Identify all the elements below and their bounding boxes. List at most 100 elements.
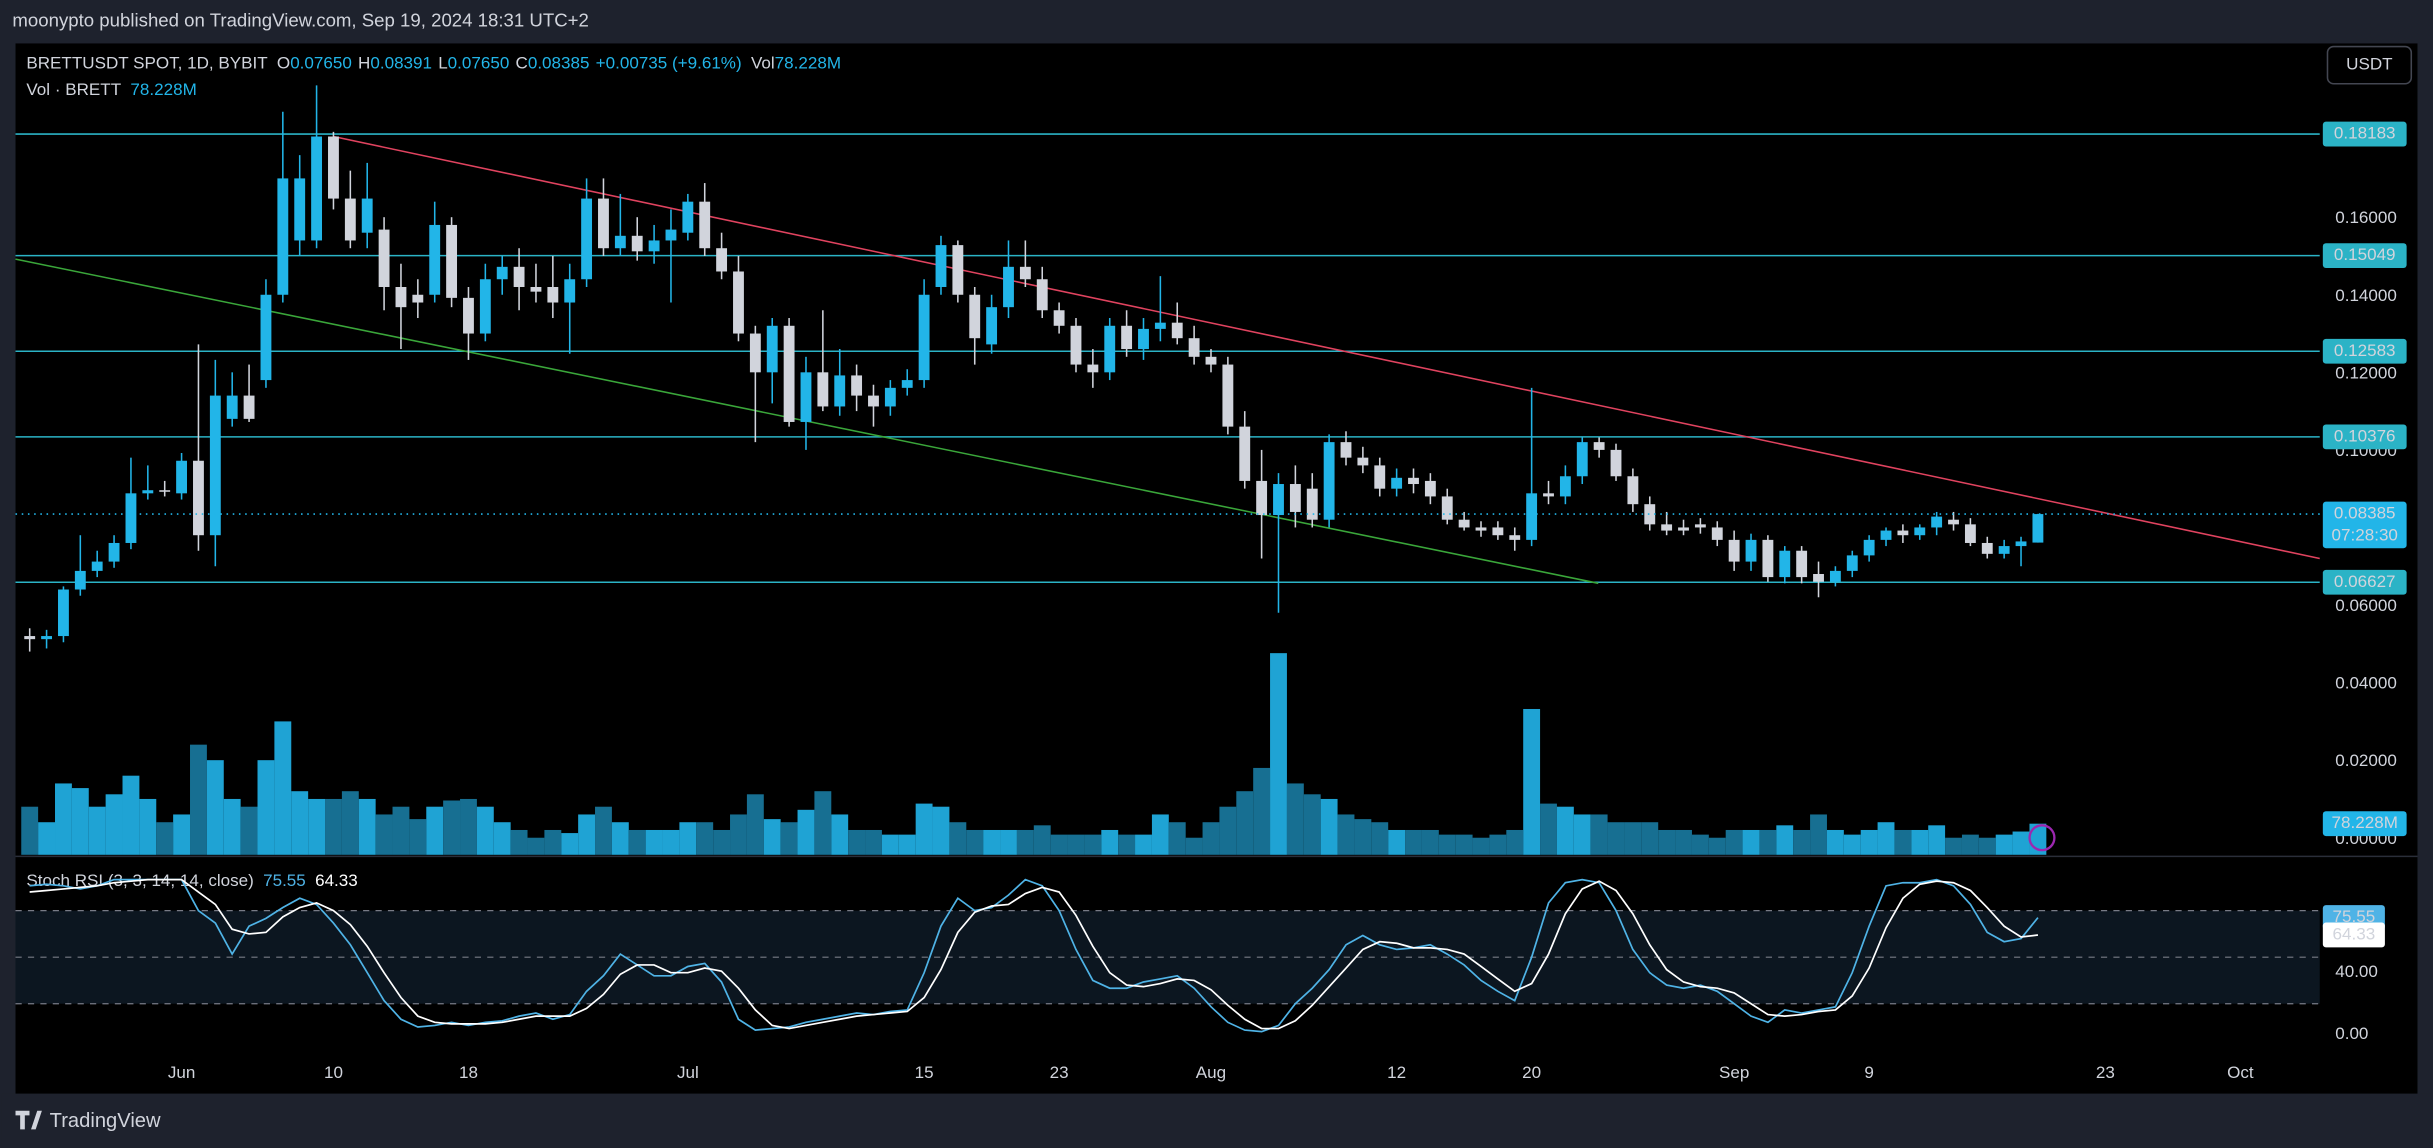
volume-bar	[2012, 831, 2030, 855]
candle-body	[24, 636, 36, 640]
volume-bar	[544, 829, 562, 855]
volume-bar	[1911, 829, 1929, 855]
candle-body	[699, 201, 711, 249]
candle-body	[226, 395, 238, 419]
symbol: BRETTUSDT SPOT, 1D, BYBIT	[26, 53, 268, 72]
legend-value: 0.08391	[370, 53, 432, 72]
legend-key: O	[277, 53, 290, 72]
volume-bar	[1556, 806, 1574, 855]
candle-body	[1408, 477, 1419, 485]
volume-bar	[426, 806, 444, 855]
level-label-box	[2322, 243, 2407, 269]
level-label: 0.18183	[2334, 124, 2396, 143]
candle-body	[1863, 539, 1875, 556]
volume-bar	[1928, 825, 1946, 855]
volume-bar	[1691, 834, 1709, 855]
candle-body	[868, 395, 879, 407]
candle-body	[91, 561, 103, 571]
candle-body	[1273, 484, 1284, 516]
countdown-label: 07:28:30	[2332, 525, 2398, 544]
y-tick-label: 0.02000	[2335, 751, 2397, 770]
candle-body	[530, 287, 542, 292]
volume-bar	[1438, 834, 1456, 855]
currency-label[interactable]: USDT	[2346, 55, 2393, 74]
candle-body	[1897, 530, 1909, 536]
candle-body	[1374, 465, 1386, 489]
volume-bar	[1371, 822, 1389, 855]
volume-bar	[510, 829, 528, 855]
candle-body	[1627, 476, 1639, 505]
candle-body	[1340, 442, 1352, 458]
level-label-box	[2322, 569, 2407, 595]
candle-body	[1948, 519, 1959, 525]
candle-body	[1880, 530, 1892, 540]
candle-body	[1239, 426, 1251, 481]
candle-body	[1644, 504, 1656, 525]
candle-body	[311, 136, 323, 241]
volume-bar	[814, 791, 832, 855]
volume-bar	[763, 819, 781, 855]
volume-bar	[1894, 829, 1912, 855]
candle-body	[1036, 279, 1048, 311]
volume-bar	[730, 814, 747, 855]
volume-bar	[190, 744, 207, 855]
volume-bar	[932, 806, 950, 855]
candle-body	[1678, 527, 1689, 531]
candle-body	[648, 240, 660, 252]
candle-body	[1576, 442, 1588, 477]
x-tick-label: 20	[1522, 1063, 1541, 1082]
candle-body	[209, 395, 221, 536]
volume-bar	[1303, 794, 1321, 855]
volume-bar	[983, 829, 1001, 855]
y-tick-label: 0.00	[2335, 1024, 2368, 1043]
candle-body	[665, 229, 677, 241]
volume-bar	[173, 814, 191, 855]
volume-legend: Vol · BRETT 78.228M	[26, 79, 196, 98]
volume-bar	[1388, 829, 1406, 855]
volume-bar	[476, 806, 494, 855]
candle-body	[1745, 539, 1757, 562]
volume-bar	[1202, 822, 1220, 855]
x-tick-label: 18	[459, 1063, 478, 1082]
currency-button[interactable]	[2326, 45, 2413, 85]
volume-bar	[1489, 834, 1507, 855]
volume-bar	[848, 829, 866, 855]
volume-bar	[628, 829, 646, 855]
volume-label: 78.228M	[2332, 813, 2398, 832]
volume-bar	[1016, 829, 1034, 855]
volume-bar	[1270, 653, 1287, 855]
candle-body	[918, 294, 930, 381]
legend-value: 0.07650	[290, 53, 352, 72]
volume-bar	[1455, 834, 1473, 855]
stoch-line	[29, 878, 2039, 1030]
x-tick-label: 12	[1387, 1063, 1406, 1082]
candle-body	[581, 198, 593, 280]
candle-body	[41, 636, 52, 640]
volume-bar	[1843, 834, 1861, 855]
candle-body	[2015, 541, 2027, 547]
volume-bar	[1337, 814, 1355, 855]
volume-bar	[1219, 806, 1237, 855]
candle-body	[463, 297, 474, 334]
volume-bar	[949, 822, 967, 855]
candle-body	[429, 224, 441, 295]
volume-bar	[578, 814, 596, 855]
x-tick-label: 9	[1864, 1063, 1873, 1082]
candle-body	[277, 178, 289, 295]
candle-body	[513, 266, 525, 287]
candle-body	[851, 375, 863, 396]
volume-bar	[831, 814, 849, 855]
volume-bar	[1776, 825, 1794, 855]
volume-bar	[1793, 829, 1811, 855]
volume-bar	[1101, 829, 1119, 855]
y-tick-label: 0.06000	[2335, 596, 2397, 615]
candle-body	[1492, 527, 1504, 536]
volume-bar	[308, 798, 326, 855]
legend-key: C	[516, 53, 528, 72]
candle-body	[1728, 539, 1740, 562]
candle-body	[1998, 546, 2010, 554]
candle-body	[969, 294, 981, 339]
candle-body	[1762, 539, 1774, 578]
volume-bar	[780, 822, 798, 855]
footer-brand: TradingView	[50, 1110, 161, 1132]
